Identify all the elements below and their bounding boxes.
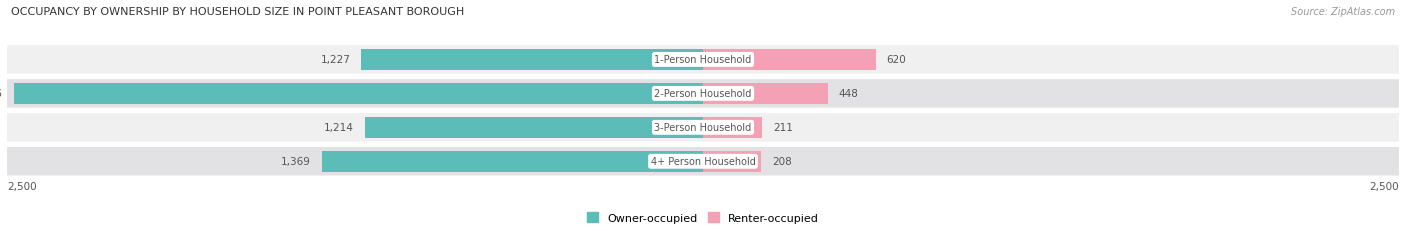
Text: 1,369: 1,369 [281,157,311,167]
Bar [703,151,761,172]
Bar [703,117,762,138]
Text: 2,476: 2,476 [0,89,3,99]
Legend: Owner-occupied, Renter-occupied: Owner-occupied, Renter-occupied [582,208,824,227]
FancyBboxPatch shape [7,46,1399,74]
FancyBboxPatch shape [7,80,1399,108]
Bar [703,50,876,71]
Text: 2,500: 2,500 [7,181,37,191]
FancyBboxPatch shape [7,114,1399,142]
Text: 211: 211 [773,123,793,133]
Text: 4+ Person Household: 4+ Person Household [651,157,755,167]
Text: 448: 448 [839,89,859,99]
Bar [703,83,828,104]
Text: 1,227: 1,227 [321,55,350,65]
FancyBboxPatch shape [7,147,1399,176]
Text: OCCUPANCY BY OWNERSHIP BY HOUSEHOLD SIZE IN POINT PLEASANT BOROUGH: OCCUPANCY BY OWNERSHIP BY HOUSEHOLD SIZE… [11,7,464,17]
Bar [322,151,703,172]
Text: 3-Person Household: 3-Person Household [654,123,752,133]
Text: 620: 620 [887,55,907,65]
Text: 2,500: 2,500 [1369,181,1399,191]
Bar [366,117,703,138]
Text: 1,214: 1,214 [323,123,354,133]
Bar [14,83,703,104]
Text: Source: ZipAtlas.com: Source: ZipAtlas.com [1291,7,1395,17]
Text: 208: 208 [772,157,792,167]
Bar [361,50,703,71]
Text: 1-Person Household: 1-Person Household [654,55,752,65]
Text: 2-Person Household: 2-Person Household [654,89,752,99]
